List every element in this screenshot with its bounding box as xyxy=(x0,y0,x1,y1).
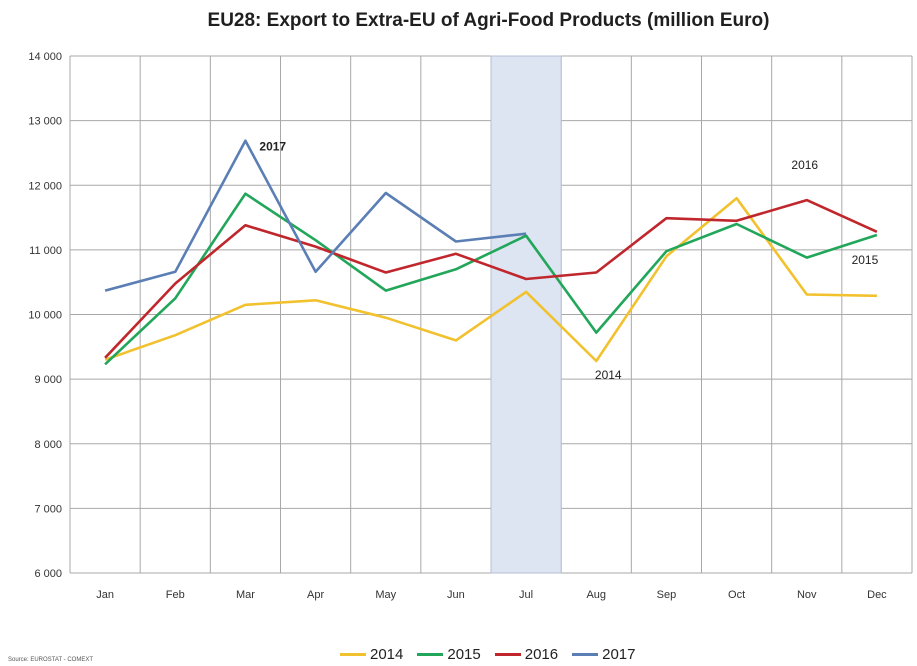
y-tick-label: 9 000 xyxy=(34,374,62,386)
x-tick-label: May xyxy=(375,589,396,601)
legend-label: 2016 xyxy=(524,646,559,663)
legend-swatch xyxy=(494,653,521,656)
legend-item-2014: 2014 xyxy=(340,646,403,663)
chart-title: EU28: Export to Extra-EU of Agri-Food Pr… xyxy=(207,10,770,31)
legend-item-2017: 2017 xyxy=(572,646,636,663)
x-tick-label: Jul xyxy=(519,589,533,601)
x-tick-label: Dec xyxy=(867,589,887,601)
y-tick-label: 13 000 xyxy=(28,116,62,128)
x-tick-label: Sep xyxy=(657,589,677,601)
x-tick-label: Nov xyxy=(797,589,817,601)
annotation-2014: 2014 xyxy=(595,368,622,382)
y-tick-label: 6 000 xyxy=(34,568,62,580)
series-line-2015 xyxy=(104,192,878,366)
y-tick-label: 12 000 xyxy=(28,180,62,192)
annotation-2017: 2017 xyxy=(259,140,286,154)
x-tick-label: Feb xyxy=(166,589,185,601)
legend-swatch xyxy=(417,653,444,656)
source-note: Source: EUROSTAT - COMEXT xyxy=(8,657,94,663)
y-tick-label: 7 000 xyxy=(34,503,62,515)
series-line-2014 xyxy=(104,196,877,363)
x-tick-label: Apr xyxy=(307,589,324,601)
annotations: 2017 2016 2015 2014 xyxy=(259,140,878,382)
x-tick-label: Mar xyxy=(236,589,255,601)
legend: 2014 2015 2016 2017 xyxy=(340,646,636,663)
x-tick-label: Jun xyxy=(447,589,465,601)
legend-label: 2015 xyxy=(447,646,481,663)
legend-item-2016: 2016 xyxy=(494,646,559,663)
legend-label: 2014 xyxy=(370,646,404,663)
x-tick-label: Aug xyxy=(586,589,606,601)
legend-item-2015: 2015 xyxy=(417,646,481,663)
axis-labels: 6 000 7 000 8 000 9 000 10 000 11 000 12 000 13… xyxy=(28,51,887,601)
legend-swatch xyxy=(572,653,599,656)
legend-label: 2017 xyxy=(602,646,636,663)
x-tick-label: Jan xyxy=(96,589,114,601)
series-line-2017 xyxy=(104,139,527,292)
annotation-2015: 2015 xyxy=(852,253,879,267)
y-tick-label: 10 000 xyxy=(28,310,62,322)
series-lines xyxy=(104,139,878,366)
y-tick-label: 11 000 xyxy=(29,245,62,257)
y-tick-label: 14 000 xyxy=(28,51,62,63)
y-tick-label: 8 000 xyxy=(34,439,62,451)
x-tick-label: Oct xyxy=(728,589,745,601)
legend-swatch xyxy=(340,653,366,656)
annotation-2016: 2016 xyxy=(791,158,818,172)
series-line-2016 xyxy=(104,198,878,359)
